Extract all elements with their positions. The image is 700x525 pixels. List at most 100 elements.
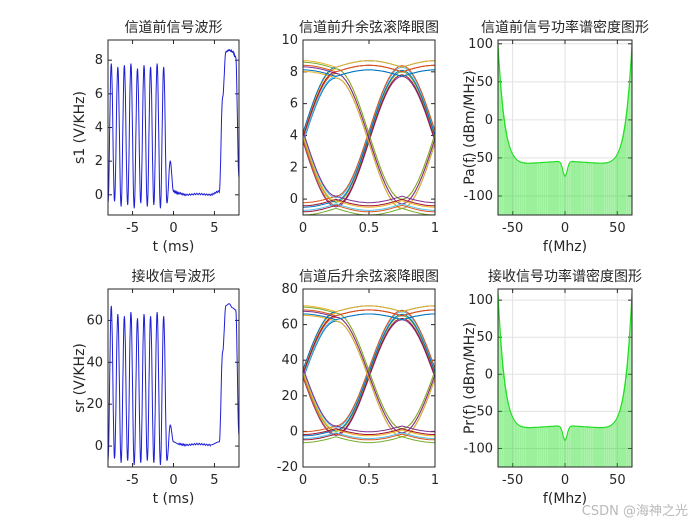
chart-3-series-line [108, 303, 239, 465]
chart-5-frame [497, 288, 633, 468]
chart-4-eye-trace [303, 376, 435, 441]
chart-1-ytick-label: 6 [290, 97, 298, 112]
chart-5-psd-comb [498, 292, 632, 467]
chart-2-xlabel: f(Mhz) [543, 239, 587, 255]
chart-4-eye-trace [303, 306, 435, 430]
chart-0-ylabel: s1 (V/KHz) [72, 91, 88, 164]
chart-4-eye-trace [303, 428, 435, 435]
chart-4-eye-trace [303, 309, 435, 433]
chart-3-ylabel: sr (V/KHz) [72, 343, 88, 413]
chart-5-ytick-label: 100 [468, 293, 493, 308]
chart-5-psd-envelope [498, 292, 632, 442]
chart-1-ytick-label: 2 [290, 160, 298, 175]
chart-4-ytick-label: 20 [281, 389, 298, 404]
chart-0-ytick-label: 0 [95, 188, 103, 203]
chart-1-eye-trace [303, 60, 435, 68]
chart-2-ytick-label: 50 [476, 75, 493, 90]
chart-2-xtick-label: 50 [609, 221, 626, 236]
chart-2-psd-envelope [498, 43, 632, 177]
chart-4-ytick-label: -20 [277, 460, 298, 475]
chart-5-xlabel: f(Mhz) [543, 491, 587, 507]
chart-0-xlabel: t (ms) [153, 239, 195, 255]
chart-1-ytick-label: 8 [290, 65, 298, 80]
watermark: CSDN @海神之光 [581, 504, 688, 519]
chart-3-ytick-label: 0 [95, 439, 103, 454]
chart-4-eye-trace [303, 310, 435, 434]
chart-4-xtick-label: 0 [299, 473, 307, 488]
chart-1-eye-trace [303, 198, 435, 207]
chart-3-title: 接收信号波形 [132, 268, 216, 285]
chart-4-eye-trace [303, 432, 435, 440]
chart-1-eye-trace [303, 64, 435, 73]
chart-4-title: 信道后升余弦滚降眼图 [299, 268, 439, 285]
chart-1-plot-bg [303, 40, 435, 215]
chart-1-eye-trace [303, 66, 435, 205]
chart-0-ytick-label: 4 [95, 121, 103, 136]
chart-1-ytick-label: 0 [290, 192, 298, 207]
chart-2-title: 信道前信号功率谱密度图形 [481, 19, 649, 36]
chart-5-ytick-label: 0 [485, 367, 493, 382]
chart-0-ytick-label: 6 [95, 87, 103, 102]
chart-4-frame [302, 288, 436, 468]
chart-4-eye-trace [303, 305, 435, 313]
chart-5-xtick-label: 0 [561, 473, 569, 488]
chart-0-frame [107, 39, 240, 216]
chart-4-eye-trace [303, 372, 435, 437]
chart-0-xtick-label: -5 [126, 221, 139, 236]
chart-0-series-line [108, 48, 239, 209]
chart-4-ytick-label: 80 [281, 282, 298, 297]
chart-1-xtick-label: 1 [431, 221, 439, 236]
chart-1-ytick-label: 4 [290, 128, 298, 143]
chart-5-ytick-label: -50 [472, 404, 493, 419]
chart-2-ylabel: Pa(f) (dBm/MHz) [462, 70, 478, 184]
chart-4-xtick-label: 0.5 [359, 473, 380, 488]
chart-2-ytick-label: 0 [485, 113, 493, 128]
chart-3-frame [107, 288, 240, 468]
chart-5-ytick-label: -100 [463, 441, 493, 456]
chart-2-ytick-label: -50 [472, 151, 493, 166]
chart-1-xtick-label: 0.5 [359, 221, 380, 236]
chart-0-ytick-label: 8 [95, 53, 103, 68]
chart-3-xlabel: t (ms) [153, 491, 195, 507]
chart-1-title: 信道前升余弦滚降眼图 [299, 19, 439, 36]
chart-4-eye-trace [303, 436, 435, 444]
chart-2-ytick-label: -100 [463, 189, 493, 204]
chart-0-ytick-label: 2 [95, 154, 103, 169]
chart-1-eye-trace [303, 61, 435, 200]
chart-3-xtick-label: 0 [169, 473, 177, 488]
chart-1-eye-trace [303, 139, 435, 213]
chart-5-ytick-label: 50 [476, 330, 493, 345]
chart-5-xtick-label: 50 [609, 473, 626, 488]
chart-4-ytick-label: 40 [281, 353, 298, 368]
chart-3-ytick-label: 40 [86, 355, 103, 370]
chart-2-ytick-label: 100 [468, 37, 493, 52]
chart-1-eye-trace [303, 135, 435, 208]
chart-1-ytick-label: 10 [281, 33, 298, 48]
chart-1-xtick-label: 0 [299, 221, 307, 236]
chart-4-ytick-label: 60 [281, 318, 298, 333]
chart-0-xtick-label: 5 [210, 221, 218, 236]
chart-1-eye-trace [303, 203, 435, 211]
chart-5-xtick-label: -50 [502, 473, 523, 488]
chart-5-title: 接收信号功率谱密度图形 [488, 268, 642, 285]
chart-2-xtick-label: -50 [502, 221, 523, 236]
chart-4-eye-trace [303, 309, 435, 317]
chart-2-psd-comb [498, 43, 632, 215]
chart-4-eye-trace [303, 313, 435, 321]
chart-4-eye-trace [303, 367, 435, 433]
chart-3-ytick-label: 20 [86, 397, 103, 412]
chart-5-ylabel: Pr(f) (dBm/MHz) [462, 322, 478, 434]
chart-1-eye-trace [303, 65, 435, 204]
chart-1-frame [302, 39, 436, 216]
chart-3-xtick-label: -5 [126, 473, 139, 488]
chart-2-xtick-label: 0 [561, 221, 569, 236]
chart-0-xtick-label: 0 [169, 221, 177, 236]
chart-1-eye-trace [303, 69, 435, 77]
chart-2-frame [497, 39, 633, 216]
chart-3-ytick-label: 60 [86, 313, 103, 328]
chart-4-xtick-label: 1 [431, 473, 439, 488]
chart-4-ytick-label: 0 [290, 424, 298, 439]
chart-1-eye-trace [303, 130, 435, 204]
chart-3-xtick-label: 5 [210, 473, 218, 488]
